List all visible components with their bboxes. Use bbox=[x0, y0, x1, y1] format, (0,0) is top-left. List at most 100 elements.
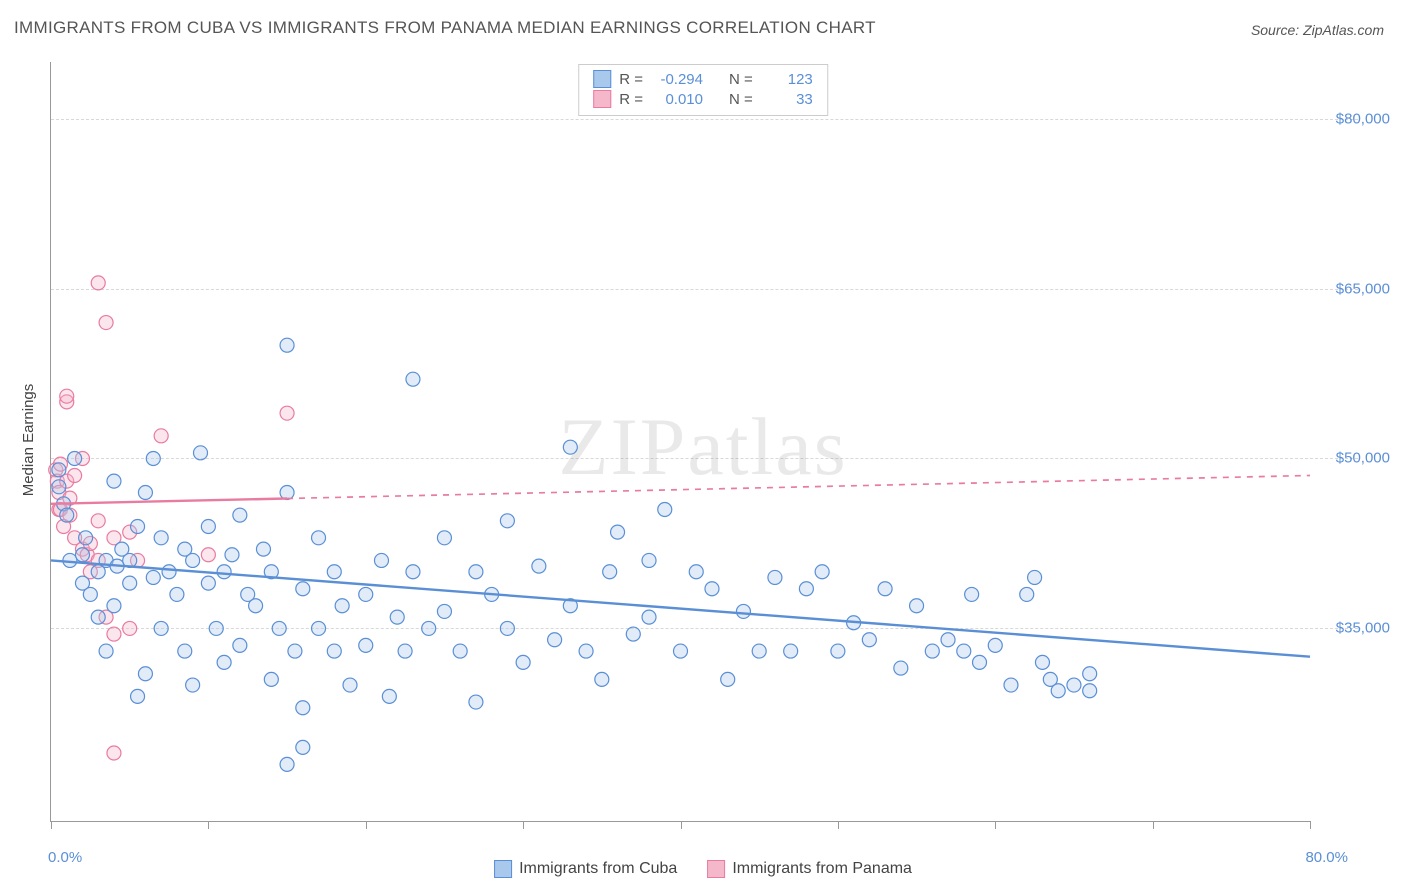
scatter-point bbox=[1083, 684, 1097, 698]
legend-item-cuba: Immigrants from Cuba bbox=[494, 860, 677, 878]
scatter-point bbox=[965, 587, 979, 601]
scatter-point bbox=[437, 604, 451, 618]
scatter-point bbox=[107, 474, 121, 488]
scatter-point bbox=[453, 644, 467, 658]
scatter-point bbox=[563, 440, 577, 454]
scatter-point bbox=[390, 610, 404, 624]
plot-area: $35,000$50,000$65,000$80,000 bbox=[50, 62, 1310, 822]
scatter-point bbox=[201, 576, 215, 590]
scatter-point bbox=[79, 531, 93, 545]
scatter-point bbox=[398, 644, 412, 658]
n-value-panama: 33 bbox=[761, 91, 813, 108]
scatter-point bbox=[752, 644, 766, 658]
scatter-point bbox=[658, 502, 672, 516]
scatter-point bbox=[894, 661, 908, 675]
scatter-point bbox=[233, 508, 247, 522]
scatter-point bbox=[910, 599, 924, 613]
scatter-point bbox=[878, 582, 892, 596]
r-label: R = bbox=[619, 71, 643, 88]
scatter-point bbox=[280, 757, 294, 771]
scatter-point bbox=[925, 644, 939, 658]
scatter-point bbox=[374, 553, 388, 567]
scatter-point bbox=[327, 565, 341, 579]
scatter-point bbox=[178, 644, 192, 658]
scatter-point bbox=[500, 621, 514, 635]
scatter-point bbox=[500, 514, 514, 528]
scatter-point bbox=[335, 599, 349, 613]
scatter-point bbox=[146, 570, 160, 584]
scatter-point bbox=[957, 644, 971, 658]
scatter-point bbox=[1004, 678, 1018, 692]
scatter-point bbox=[194, 446, 208, 460]
scatter-point bbox=[603, 565, 617, 579]
scatter-point bbox=[131, 519, 145, 533]
scatter-point bbox=[91, 276, 105, 290]
r-label: R = bbox=[619, 91, 643, 108]
scatter-point bbox=[548, 633, 562, 647]
scatter-point bbox=[296, 740, 310, 754]
scatter-point bbox=[359, 638, 373, 652]
scatter-point bbox=[217, 565, 231, 579]
scatter-point bbox=[75, 548, 89, 562]
source-attribution: Source: ZipAtlas.com bbox=[1251, 22, 1384, 38]
scatter-point bbox=[532, 559, 546, 573]
scatter-point bbox=[249, 599, 263, 613]
scatter-point bbox=[107, 599, 121, 613]
n-label: N = bbox=[729, 71, 753, 88]
scatter-point bbox=[784, 644, 798, 658]
scatter-point bbox=[312, 621, 326, 635]
scatter-point bbox=[264, 672, 278, 686]
scatter-point bbox=[674, 644, 688, 658]
scatter-point bbox=[721, 672, 735, 686]
scatter-point bbox=[225, 548, 239, 562]
swatch-panama bbox=[707, 860, 725, 878]
scatter-point bbox=[406, 372, 420, 386]
scatter-point bbox=[138, 485, 152, 499]
scatter-point bbox=[60, 508, 74, 522]
y-tick-label: $35,000 bbox=[1336, 620, 1390, 637]
y-axis-title: Median Earnings bbox=[20, 384, 37, 497]
scatter-point bbox=[1051, 684, 1065, 698]
scatter-point bbox=[288, 644, 302, 658]
swatch-cuba bbox=[494, 860, 512, 878]
scatter-point bbox=[343, 678, 357, 692]
scatter-point bbox=[170, 587, 184, 601]
scatter-point bbox=[611, 525, 625, 539]
scatter-point bbox=[186, 553, 200, 567]
scatter-point bbox=[107, 627, 121, 641]
scatter-point bbox=[469, 565, 483, 579]
scatter-point bbox=[138, 667, 152, 681]
scatter-point bbox=[736, 604, 750, 618]
scatter-point bbox=[1028, 570, 1042, 584]
scatter-point bbox=[233, 638, 247, 652]
scatter-point bbox=[1020, 587, 1034, 601]
n-label: N = bbox=[729, 91, 753, 108]
scatter-point bbox=[107, 746, 121, 760]
x-axis-end-label: 80.0% bbox=[1305, 849, 1348, 866]
scatter-point bbox=[327, 644, 341, 658]
r-value-cuba: -0.294 bbox=[651, 71, 703, 88]
y-tick-label: $65,000 bbox=[1336, 280, 1390, 297]
scatter-point bbox=[154, 531, 168, 545]
legend-item-panama: Immigrants from Panama bbox=[707, 860, 912, 878]
scatter-point bbox=[154, 429, 168, 443]
scatter-point bbox=[186, 678, 200, 692]
correlation-box: R = -0.294 N = 123 R = 0.010 N = 33 bbox=[578, 64, 828, 116]
scatter-point bbox=[1035, 655, 1049, 669]
y-tick-label: $50,000 bbox=[1336, 450, 1390, 467]
scatter-point bbox=[123, 621, 137, 635]
chart-title: IMMIGRANTS FROM CUBA VS IMMIGRANTS FROM … bbox=[14, 18, 876, 38]
x-axis-start-label: 0.0% bbox=[48, 849, 82, 866]
scatter-point bbox=[689, 565, 703, 579]
scatter-point bbox=[705, 582, 719, 596]
scatter-point bbox=[91, 514, 105, 528]
scatter-point bbox=[579, 644, 593, 658]
scatter-point bbox=[626, 627, 640, 641]
scatter-point bbox=[217, 655, 231, 669]
scatter-point bbox=[516, 655, 530, 669]
scatter-point bbox=[1067, 678, 1081, 692]
scatter-point bbox=[60, 389, 74, 403]
scatter-point bbox=[99, 316, 113, 330]
trend-line bbox=[51, 498, 287, 503]
correlation-row-panama: R = 0.010 N = 33 bbox=[593, 89, 813, 109]
